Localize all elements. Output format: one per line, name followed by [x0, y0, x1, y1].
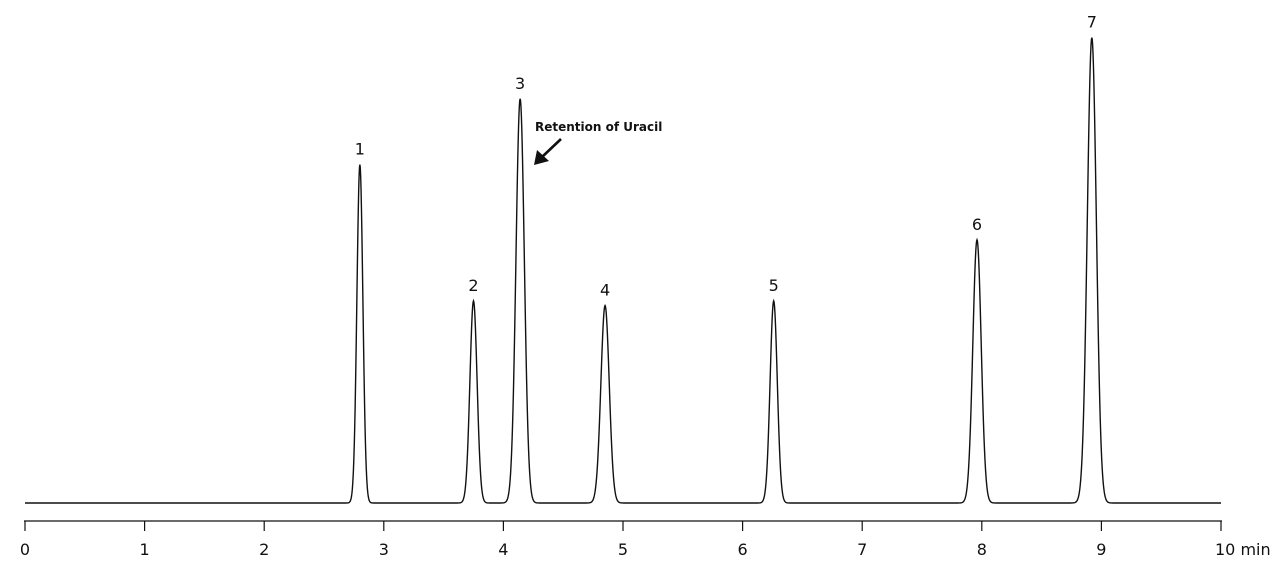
x-tick-label: 9	[1096, 540, 1106, 559]
x-tick-label: 1	[140, 540, 150, 559]
annotation-text: Retention of Uracil	[535, 120, 662, 134]
x-tick-label: 0	[20, 540, 30, 559]
peak-label-4: 4	[600, 281, 610, 300]
chromatogram-trace	[25, 37, 1221, 504]
x-tick-label: 5	[618, 540, 628, 559]
peak-label-3: 3	[515, 74, 525, 93]
annotation-arrow-shaft	[541, 138, 562, 158]
peak-label-5: 5	[769, 276, 779, 295]
x-tick-label: 2	[259, 540, 269, 559]
x-tick-label: 8	[977, 540, 987, 559]
peak-label-6: 6	[972, 215, 982, 234]
x-tick-label: 10 min	[1215, 540, 1271, 559]
peak-label-1: 1	[355, 140, 365, 159]
x-tick-label: 3	[379, 540, 389, 559]
x-axis-ticks	[24, 521, 1222, 531]
peak-labels: 1 2 3 4 5 6 7	[355, 13, 1097, 300]
x-tick-label: 4	[498, 540, 508, 559]
peak-label-2: 2	[468, 276, 478, 295]
x-tick-label: 7	[857, 540, 867, 559]
uracil-annotation: Retention of Uracil	[534, 120, 662, 165]
x-axis-tick-labels: 0 1 2 3 4 5 6 7 8 9 10 min	[20, 540, 1271, 559]
x-tick-label: 6	[738, 540, 748, 559]
peak-label-7: 7	[1087, 13, 1097, 32]
annotation-arrowhead	[534, 150, 549, 165]
